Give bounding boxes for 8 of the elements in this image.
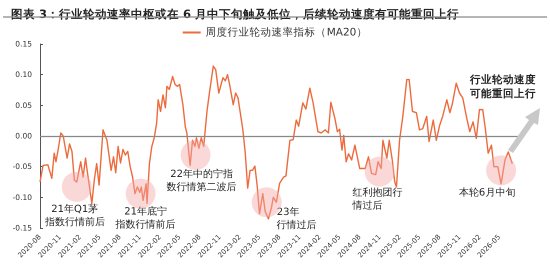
annotation: 红利抱团行情过后 [352, 186, 403, 212]
annotation: 22年中的宁指数行情第二波后 [166, 168, 237, 194]
annotation: 23年行情过后 [276, 206, 317, 232]
legend-label: 周度行业轮动速率指标（MA20） [206, 26, 368, 38]
annotation: 21年底宁指数行情前后 [114, 206, 176, 231]
annotation: 21年Q1茅指数行情前后 [44, 202, 105, 228]
annotation: 本轮6月中旬 [458, 186, 516, 198]
annotation: 行业轮动速度可能重回上行 [469, 73, 536, 100]
